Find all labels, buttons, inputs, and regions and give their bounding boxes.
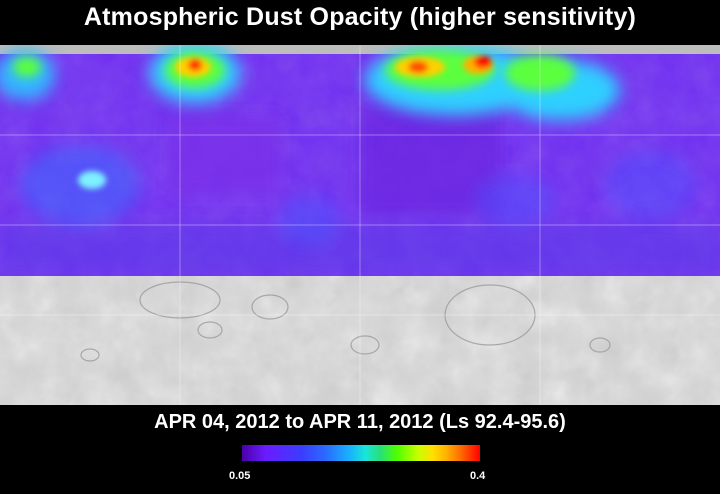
north-polar-strip xyxy=(0,45,720,54)
color-scale-max-label: 0.4 xyxy=(470,470,486,482)
mars-dust-map xyxy=(0,45,720,405)
dust-hotspots xyxy=(0,45,620,189)
figure-title: Atmospheric Dust Opacity (higher sensiti… xyxy=(83,3,637,31)
map-svg xyxy=(0,45,720,405)
crater-features xyxy=(80,281,611,362)
date-range-caption: APR 04, 2012 to APR 11, 2012 (Ls 92.4-95… xyxy=(154,411,566,433)
color-scale-min-label: 0.05 xyxy=(229,470,251,482)
color-scale-bar xyxy=(242,445,480,461)
southern-terrain-texture xyxy=(0,276,720,405)
dust-variations xyxy=(0,105,720,275)
graticule-lines xyxy=(0,45,720,405)
